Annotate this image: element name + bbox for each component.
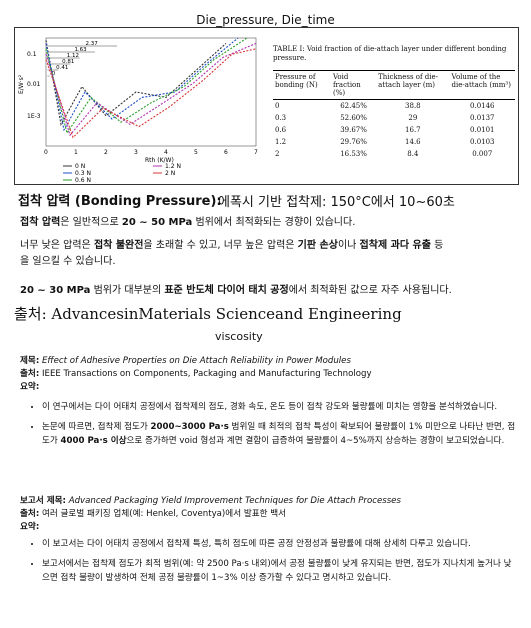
page-title: Die_pressure, Die_time xyxy=(196,13,335,27)
plot-frame xyxy=(45,37,257,147)
table-cell: 0 xyxy=(275,102,280,110)
bonding-heading: 접착 압력 (Bonding Pressure): xyxy=(18,194,222,209)
curve-series xyxy=(45,48,257,139)
list-item: 논문에 따르면, 접착제 점도가 2000~3000 Pa·s 범위일 때 최적… xyxy=(42,420,517,448)
dimension-label: 0.81 xyxy=(62,59,74,65)
table-cell: 52.60% xyxy=(340,114,367,122)
structure-function-plot: E/W·s² 0.1 0.01 1E-3 0 1 2 3 4 5 6 7 Rth (K/W) 2.… xyxy=(18,37,258,184)
table-cell: 8.4 xyxy=(407,150,419,158)
x-tick-label: 3 xyxy=(134,149,138,156)
bonding-paragraph-2: 너무 낮은 압력은 접착 불완전을 초래할 수 있고, 너무 높은 압력은 기판… xyxy=(20,240,444,267)
table-cell: 16.53% xyxy=(340,150,367,158)
paper2-meta: 보고서 제목: Advanced Packaging Yield Improve… xyxy=(20,496,401,532)
table-row: 0.3 52.60% 29 0.0137 xyxy=(273,112,515,124)
y-axis-unit: E/W·s² xyxy=(18,74,25,94)
curve-series xyxy=(45,37,239,132)
x-tick-label: 6 xyxy=(224,149,228,156)
dimension-label: 1.12 xyxy=(67,53,79,59)
table-cell: 0.0137 xyxy=(470,114,495,122)
table-cell: 0.3 xyxy=(275,114,287,122)
table-header: Void fraction (%) xyxy=(330,70,377,100)
paper1-meta: 제목: Effect of Adhesive Properties on Die… xyxy=(20,356,372,392)
table-cell: 1.2 xyxy=(275,138,287,146)
bonding-paragraph-3: 20 ~ 30 MPa 범위가 대부분의 표준 반도체 다이어 태치 공정에서 … xyxy=(20,285,452,296)
table-cell: 62.45% xyxy=(340,102,367,110)
table-cell: 39.67% xyxy=(340,126,367,134)
legend-label: 0.3 N xyxy=(75,170,91,177)
x-axis-ticks: 0 1 2 3 4 5 6 7 xyxy=(44,149,258,156)
paper2-summary-list: 이 보고서는 다이 어태치 공정에서 접착제 특성, 특히 점도에 따른 공정 … xyxy=(26,537,517,591)
epoxy-note: 에폭시 기반 접착제: 150°C에서 10~60초 xyxy=(218,195,455,210)
table-cell: 0.0146 xyxy=(470,102,495,110)
viscosity-label: viscosity xyxy=(215,330,263,343)
dimension-label: 0.41 xyxy=(56,65,68,71)
y-tick-label: 0.01 xyxy=(27,81,41,88)
y-axis-ticks: 0.1 0.01 1E-3 xyxy=(27,51,41,120)
y-tick-label: 1E-3 xyxy=(27,113,41,120)
list-item: 보고서에서는 접착제 점도가 최적 범위(예: 약 2500 Pa·s 내외)에… xyxy=(42,557,517,585)
table-row: 0.6 39.67% 16.7 0.0101 xyxy=(273,124,515,136)
x-tick-label: 2 xyxy=(104,149,108,156)
x-tick-label: 1 xyxy=(74,149,78,156)
legend-label: 0.6 N xyxy=(75,177,91,184)
source-citation: 출처: AdvancesinMaterials Scienceand Engin… xyxy=(14,305,402,323)
dimension-label: 0 xyxy=(52,71,56,77)
table-cell: 16.7 xyxy=(405,126,421,134)
table-cell: 38.8 xyxy=(405,102,421,110)
table-row: 0 62.45% 38.8 0.0146 xyxy=(273,100,515,113)
table-row: 1.2 29.76% 14.6 0.0103 xyxy=(273,136,515,148)
x-tick-label: 7 xyxy=(254,149,258,156)
dimension-annotations: 2.371.631.120.810.410 xyxy=(47,41,118,77)
table-header: Pressure of bonding (N) xyxy=(273,70,331,100)
table-cell: 29 xyxy=(408,114,418,122)
table-header: Thickness of die-attach layer (m) xyxy=(376,70,450,100)
table-cell: 0.0101 xyxy=(470,126,495,134)
legend-label: 0 N xyxy=(75,163,85,170)
list-item: 이 연구에서는 다이 어태치 공정에서 접착제의 점도, 경화 속도, 온도 등… xyxy=(42,400,517,414)
table-cell: 0.007 xyxy=(472,150,493,158)
dimension-label: 2.37 xyxy=(86,41,99,47)
legend-label: 1.2 N xyxy=(165,163,181,170)
x-axis-label: Rth (K/W) xyxy=(145,157,174,164)
figure-panel: E/W·s² 0.1 0.01 1E-3 0 1 2 3 4 5 6 7 Rth (K/W) 2.… xyxy=(14,27,519,185)
dimension-label: 1.63 xyxy=(74,47,87,53)
void-fraction-table: Pressure of bonding (N) Void fraction (%… xyxy=(273,70,515,160)
table-header: Volume of the die-attach (mm³) xyxy=(449,70,515,100)
table-caption: TABLE I: Void fraction of die-attach lay… xyxy=(273,45,507,62)
y-tick-label: 0.1 xyxy=(27,51,37,58)
list-item: 이 보고서는 다이 어태치 공정에서 접착제 특성, 특히 점도에 따른 공정 … xyxy=(42,537,517,551)
table-cell: 0.6 xyxy=(275,126,287,134)
table-cell: 0.0103 xyxy=(470,138,495,146)
table-cell: 2 xyxy=(275,150,280,158)
table-row: 2 16.53% 8.4 0.007 xyxy=(273,148,515,160)
x-tick-label: 5 xyxy=(194,149,198,156)
curve-series xyxy=(45,42,257,137)
x-tick-label: 4 xyxy=(164,149,168,156)
legend-label: 2 N xyxy=(165,170,175,177)
x-tick-label: 0 xyxy=(44,149,48,156)
legend: 0 N0.3 N0.6 N 1.2 N2 N xyxy=(63,163,181,184)
curve-series xyxy=(45,37,248,135)
table-cell: 14.6 xyxy=(405,138,421,146)
table-cell: 29.76% xyxy=(340,138,367,146)
bonding-paragraph-1: 접착 압력은 일반적으로 20 ~ 50 MPa 범위에서 최적화되는 경향이 … xyxy=(20,217,356,228)
curves xyxy=(45,37,257,139)
paper1-summary-list: 이 연구에서는 다이 어태치 공정에서 접착제의 점도, 경화 속도, 온도 등… xyxy=(26,400,517,454)
